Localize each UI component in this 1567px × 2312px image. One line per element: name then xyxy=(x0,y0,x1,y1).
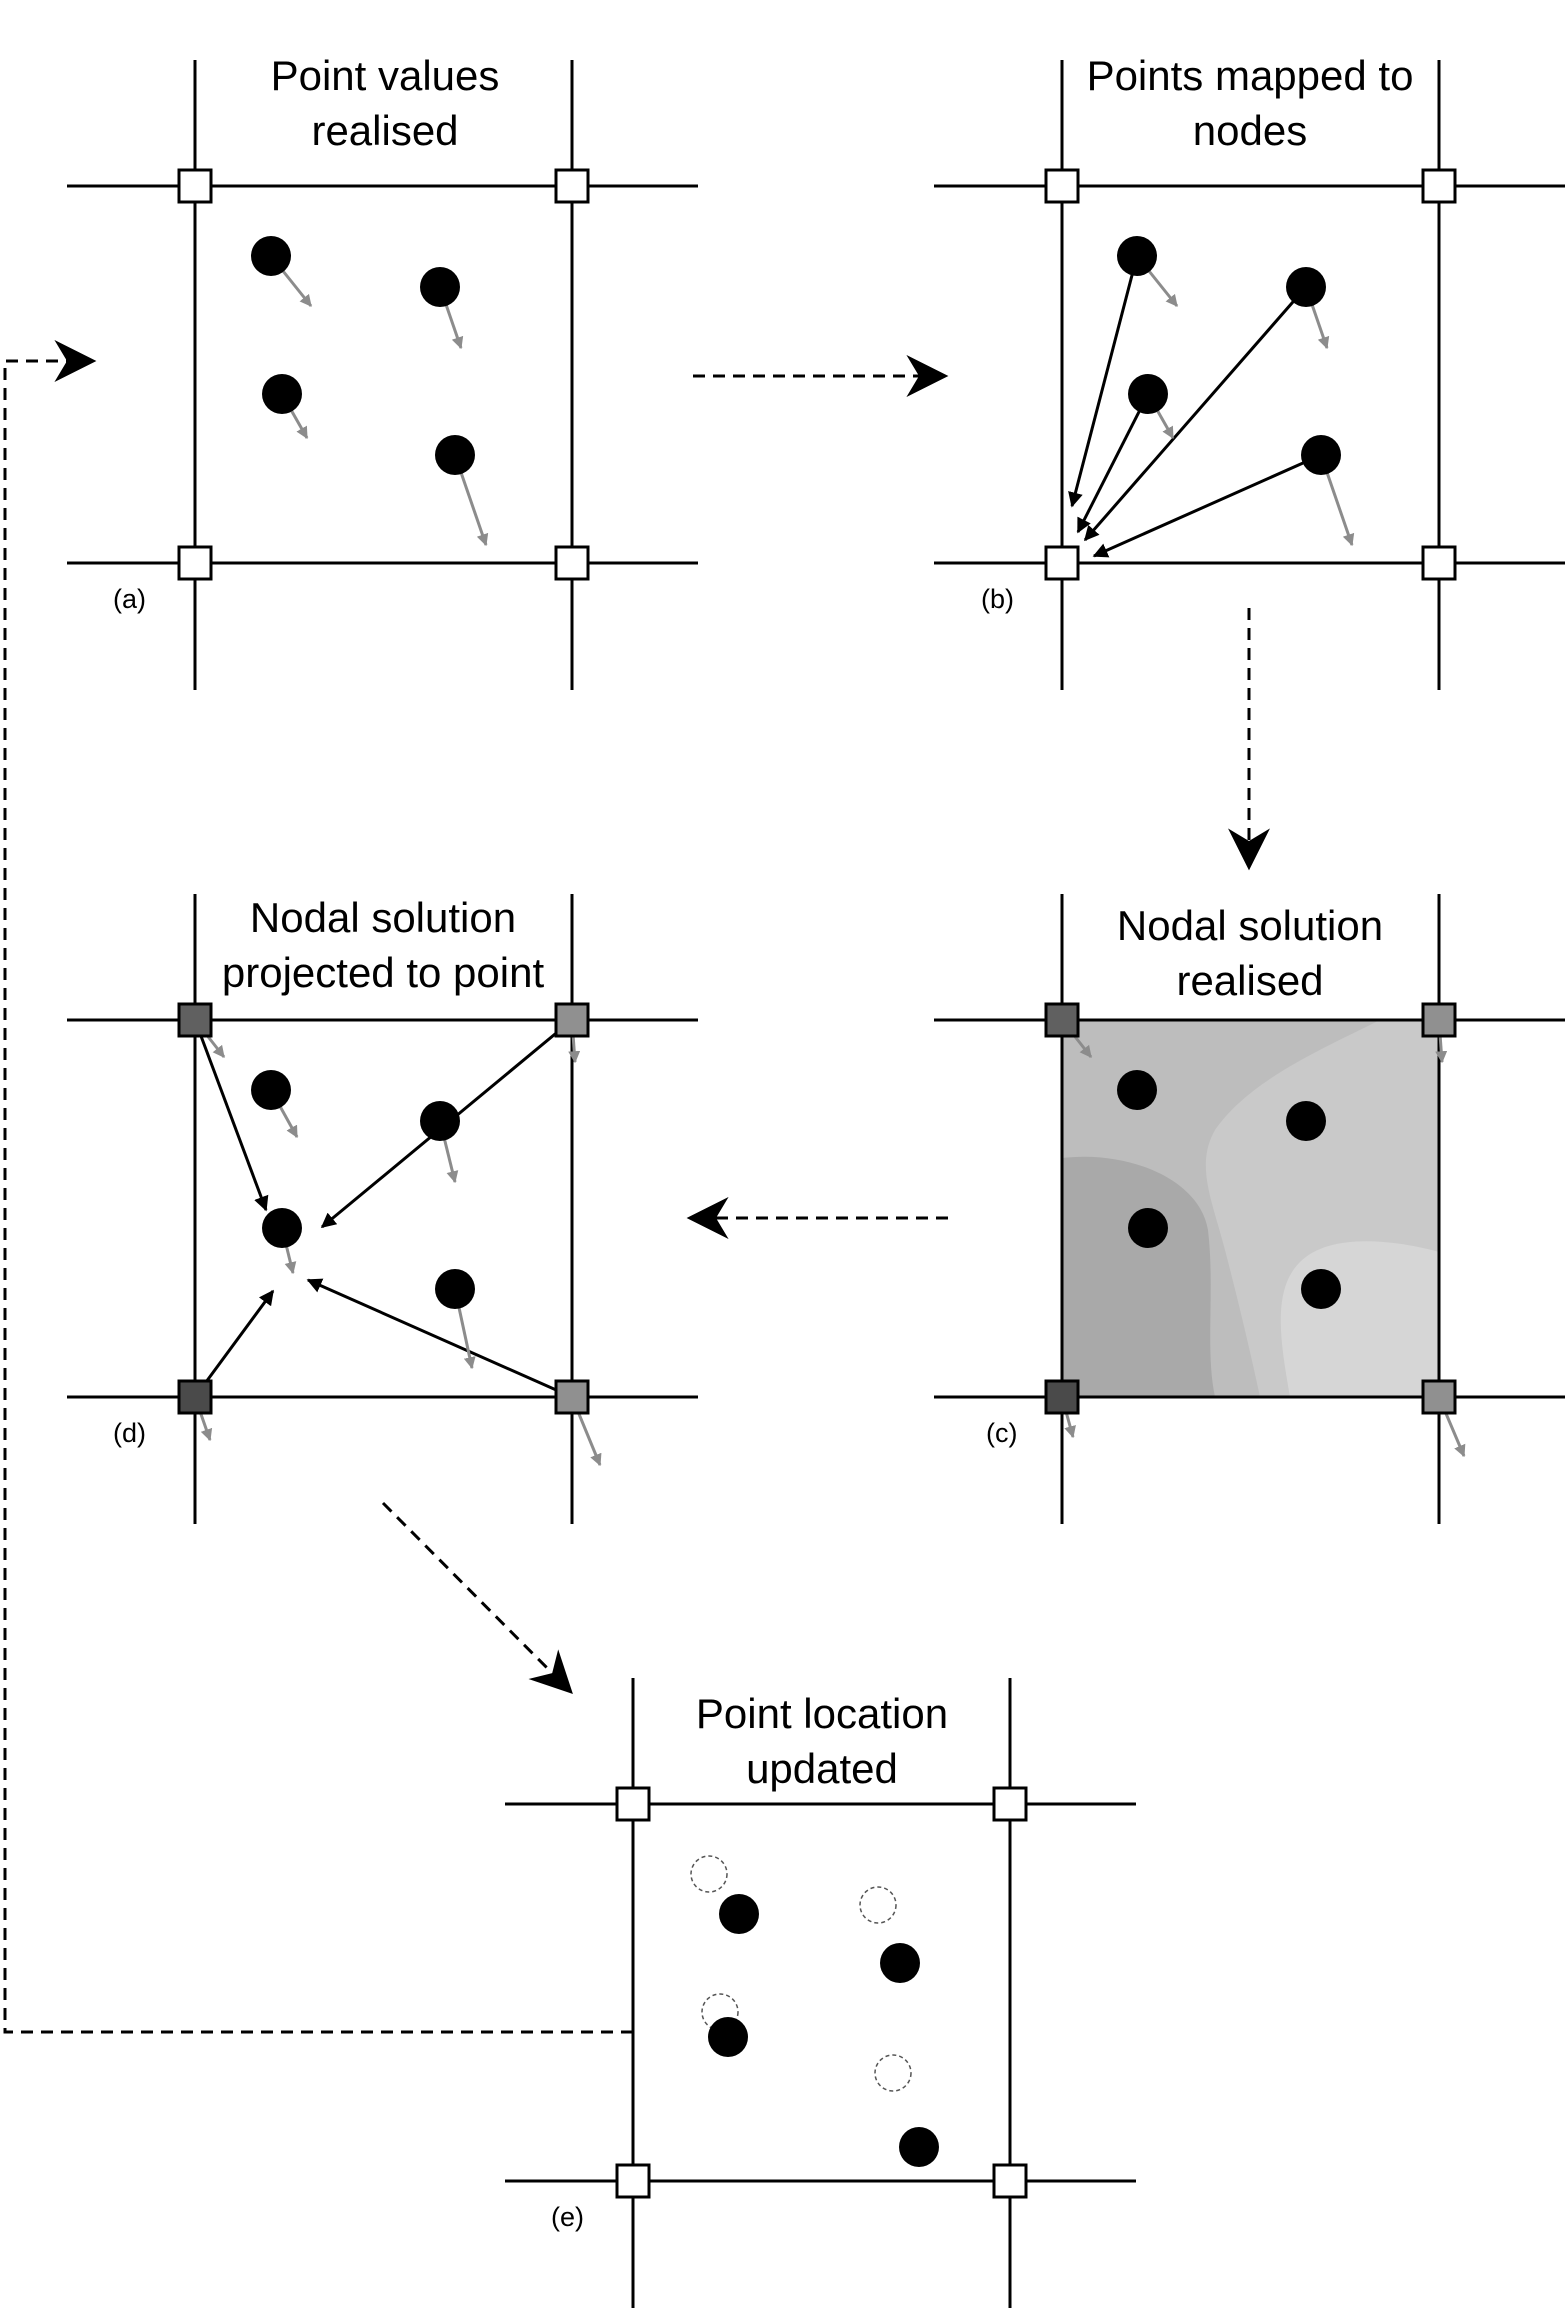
panel-d-projection-arrows xyxy=(193,1018,573,1399)
panel-b-grid xyxy=(934,60,1565,690)
grid-node-light xyxy=(554,1002,590,1038)
panel-c-title-line1: Nodal solution xyxy=(1117,902,1383,949)
panel-d-points xyxy=(251,1070,475,1309)
panel-e-points xyxy=(708,1894,939,2167)
grid-node xyxy=(992,1786,1028,1822)
panel-e-title-line1: Point location xyxy=(696,1690,948,1737)
panel-b-title-line2: nodes xyxy=(1193,107,1307,154)
panel-b: Points mapped to nodes (b) xyxy=(934,52,1565,690)
field-region-lightest xyxy=(1280,1241,1439,1397)
panel-a-points xyxy=(251,236,475,475)
panel-c: Nodal solution realised (c) xyxy=(934,894,1565,1524)
grid-node-dark xyxy=(1044,1379,1080,1415)
grid-node xyxy=(1044,168,1080,204)
material-point xyxy=(1128,1208,1168,1248)
material-point xyxy=(435,1269,475,1309)
material-point xyxy=(420,267,460,307)
panel-e-title-line2: updated xyxy=(746,1745,898,1792)
material-point xyxy=(262,374,302,414)
panel-b-label: (b) xyxy=(981,584,1014,614)
panel-e-label: (e) xyxy=(551,2202,584,2232)
panel-a-grid xyxy=(67,60,698,690)
panel-d-label: (d) xyxy=(113,1418,146,1448)
panel-b-mapping-arrows xyxy=(1068,255,1322,558)
material-point xyxy=(1128,374,1168,414)
material-point xyxy=(1117,1070,1157,1110)
panel-c-grid xyxy=(934,894,1565,1524)
panel-c-points xyxy=(1117,1070,1341,1309)
material-point xyxy=(899,2127,939,2167)
panel-d-title-line1: Nodal solution xyxy=(250,894,516,941)
material-point xyxy=(1301,435,1341,475)
panel-b-nodes xyxy=(1044,168,1457,581)
grid-node-dark xyxy=(177,1002,213,1038)
previous-point-position xyxy=(874,2054,912,2092)
panel-e-grid xyxy=(505,1678,1136,2308)
grid-node xyxy=(992,2163,1028,2199)
grid-node xyxy=(615,1786,651,1822)
flow-arrow-d-to-e xyxy=(381,1501,573,1694)
panel-d-grid xyxy=(67,894,698,1524)
panel-a-title-line2: realised xyxy=(311,107,458,154)
field-region-dark xyxy=(1062,1156,1215,1397)
grid-node-dark xyxy=(1044,1002,1080,1038)
material-point xyxy=(251,1070,291,1110)
grid-node xyxy=(615,2163,651,2199)
material-point xyxy=(1286,267,1326,307)
previous-point-position xyxy=(859,1886,897,1924)
flow-arrows xyxy=(3,340,1270,2034)
panel-c-label: (c) xyxy=(986,1418,1017,1448)
panel-b-title-line1: Points mapped to xyxy=(1087,52,1414,99)
material-point xyxy=(1117,236,1157,276)
panel-c-field xyxy=(1062,1020,1439,1397)
material-point xyxy=(1301,1269,1341,1309)
material-point xyxy=(1286,1101,1326,1141)
material-point xyxy=(251,236,291,276)
flow-arrow-e-to-a xyxy=(3,340,633,2034)
material-point xyxy=(262,1208,302,1248)
material-point xyxy=(435,435,475,475)
grid-node xyxy=(554,168,590,204)
material-point xyxy=(880,1943,920,1983)
panel-d: Nodal solution projected to point (d) xyxy=(67,894,698,1524)
panel-c-title-line2: realised xyxy=(1176,957,1323,1004)
panel-e: Point location updated (e) xyxy=(505,1678,1136,2308)
material-point xyxy=(719,1894,759,1934)
grid-node xyxy=(1044,545,1080,581)
grid-node-light xyxy=(1421,1002,1457,1038)
grid-node xyxy=(1421,545,1457,581)
panel-a-title-line1: Point values xyxy=(271,52,500,99)
panel-e-nodes xyxy=(615,1786,1028,2199)
panel-d-nodes xyxy=(177,1002,590,1415)
material-point xyxy=(420,1101,460,1141)
grid-node xyxy=(177,168,213,204)
grid-node xyxy=(1421,168,1457,204)
grid-node-dark xyxy=(177,1379,213,1415)
panel-d-title-line2: projected to point xyxy=(222,949,545,996)
grid-node-light xyxy=(554,1379,590,1415)
previous-point-position xyxy=(690,1855,728,1893)
panel-a-nodes xyxy=(177,168,590,581)
panel-b-points xyxy=(1117,236,1341,475)
material-point xyxy=(708,2017,748,2057)
grid-node-light xyxy=(1421,1379,1457,1415)
grid-node xyxy=(177,545,213,581)
grid-node xyxy=(554,545,590,581)
panel-a-label: (a) xyxy=(113,584,146,614)
panel-c-nodes xyxy=(1044,1002,1457,1415)
panel-a: Point values realised (a) xyxy=(67,52,698,690)
